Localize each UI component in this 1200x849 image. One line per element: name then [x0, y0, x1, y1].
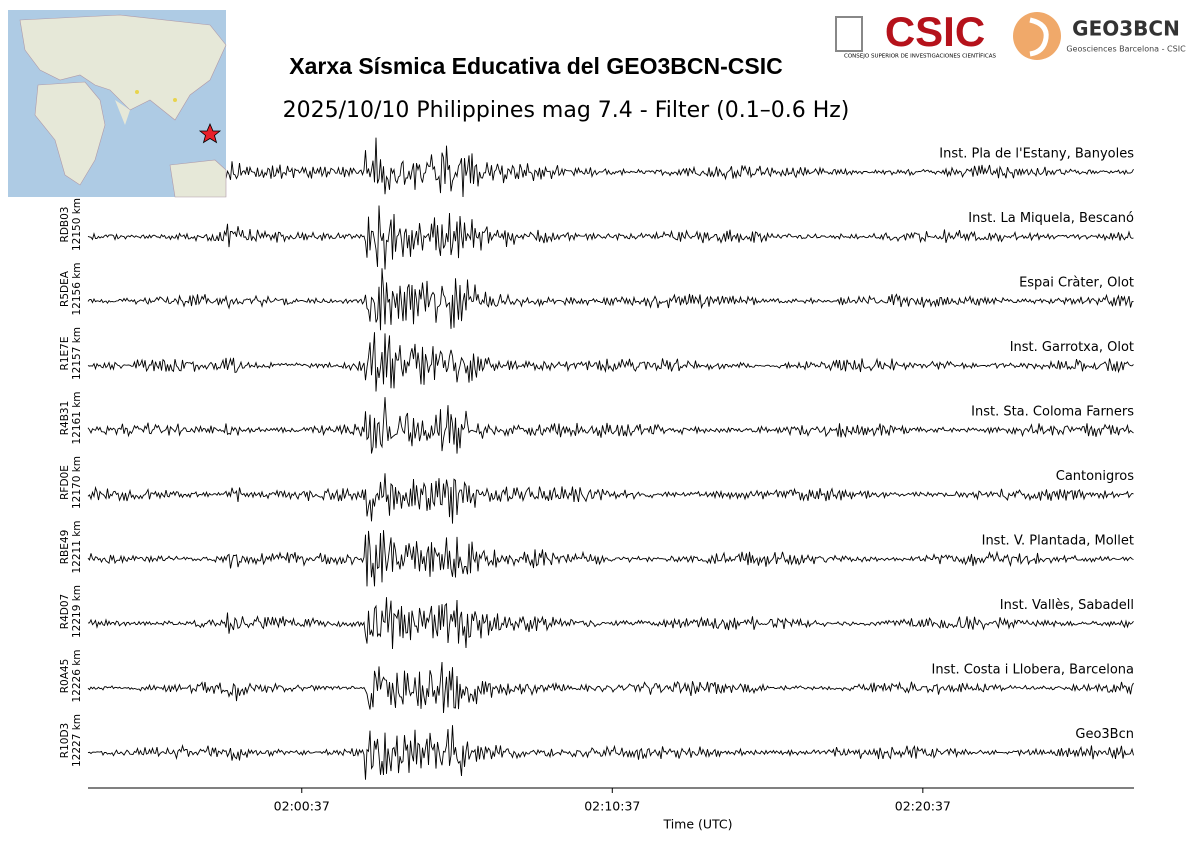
logo-geo: GEO3BCN [1072, 17, 1180, 41]
station-location: Inst. Costa i Llobera, Barcelona [932, 663, 1134, 678]
waveform [87, 597, 1134, 650]
logos: CSIC CONSEJO SUPERIOR DE INVESTIGACIONES… [835, 8, 1186, 60]
station-distance: 12219 km [71, 585, 83, 638]
station-location: Espai Cràter, Olot [1019, 276, 1134, 291]
waveform [87, 205, 1134, 270]
logo-emblem [835, 16, 863, 52]
logo-geo-circle [1013, 12, 1061, 60]
station-location: Inst. V. Plantada, Mollet [982, 534, 1134, 549]
station-code: RFD0E [59, 465, 71, 500]
waveform [87, 268, 1134, 331]
station-distance: 12150 km [71, 198, 83, 251]
waveform [87, 530, 1134, 587]
chart-title: Xarxa Sísmica Educativa del GEO3BCN-CSIC [289, 53, 782, 79]
logo-csic: CSIC [885, 8, 985, 55]
plot-area: Inst. Pla de l'Estany, Banyoles Inst. La … [59, 137, 1134, 832]
station-distance: 12226 km [71, 649, 83, 702]
station-distance: 12161 km [71, 391, 83, 444]
station-distance: 12156 km [71, 262, 83, 315]
waveform [87, 473, 1134, 524]
station-code: R0A45 [59, 659, 71, 694]
station-code: R4D07 [59, 594, 71, 629]
map-africa [34, 81, 106, 186]
waveform [87, 397, 1134, 454]
inset-map [8, 10, 227, 198]
waveform [87, 332, 1134, 392]
epicenter-star [198, 122, 222, 144]
logo-geo-mark [1029, 17, 1049, 57]
station-location: Cantonigros [1056, 469, 1134, 484]
station-code: R1E7E [59, 337, 71, 371]
waveform [87, 725, 1134, 780]
map-india [115, 100, 130, 125]
station-location: Inst. Garrotxa, Olot [1010, 340, 1134, 355]
waveform [225, 137, 1134, 198]
logo-geo-full: Geosciences Barcelona - CSIC [1066, 45, 1186, 54]
station-location: Inst. Sta. Coloma Farners [971, 405, 1134, 420]
chart-subtitle: 2025/10/10 Philippines mag 7.4 - Filter … [283, 98, 850, 123]
map-dot [173, 98, 177, 102]
station-location: Inst. La Miquela, Bescanó [968, 211, 1134, 226]
station-location: Inst. Pla de l'Estany, Banyoles [939, 147, 1134, 162]
station-code: RBE49 [59, 530, 71, 565]
station-code: R4B31 [59, 401, 71, 436]
station-code: R10D3 [59, 723, 71, 758]
station-location: Inst. Vallès, Sabadell [1000, 598, 1134, 613]
station-code: RDB03 [59, 207, 71, 243]
station-distance: 12170 km [71, 456, 83, 509]
map-australia [169, 159, 227, 198]
x-tick-label: 02:20:37 [895, 799, 951, 814]
station-distance: 12227 km [71, 714, 83, 767]
station-distance: 12211 km [71, 520, 83, 573]
map-eurasia [19, 14, 227, 121]
waveform [87, 661, 1134, 714]
station-distance: 12157 km [71, 327, 83, 380]
logo-csic-full: CONSEJO SUPERIOR DE INVESTIGACIONES CIEN… [844, 53, 996, 60]
map-dot [135, 90, 139, 94]
x-tick-label: 02:00:37 [274, 799, 330, 814]
station-code: R5DEA [59, 270, 71, 307]
x-axis-label: Time (UTC) [662, 817, 732, 832]
station-location: Geo3Bcn [1075, 727, 1134, 742]
x-tick-label: 02:10:37 [584, 799, 640, 814]
